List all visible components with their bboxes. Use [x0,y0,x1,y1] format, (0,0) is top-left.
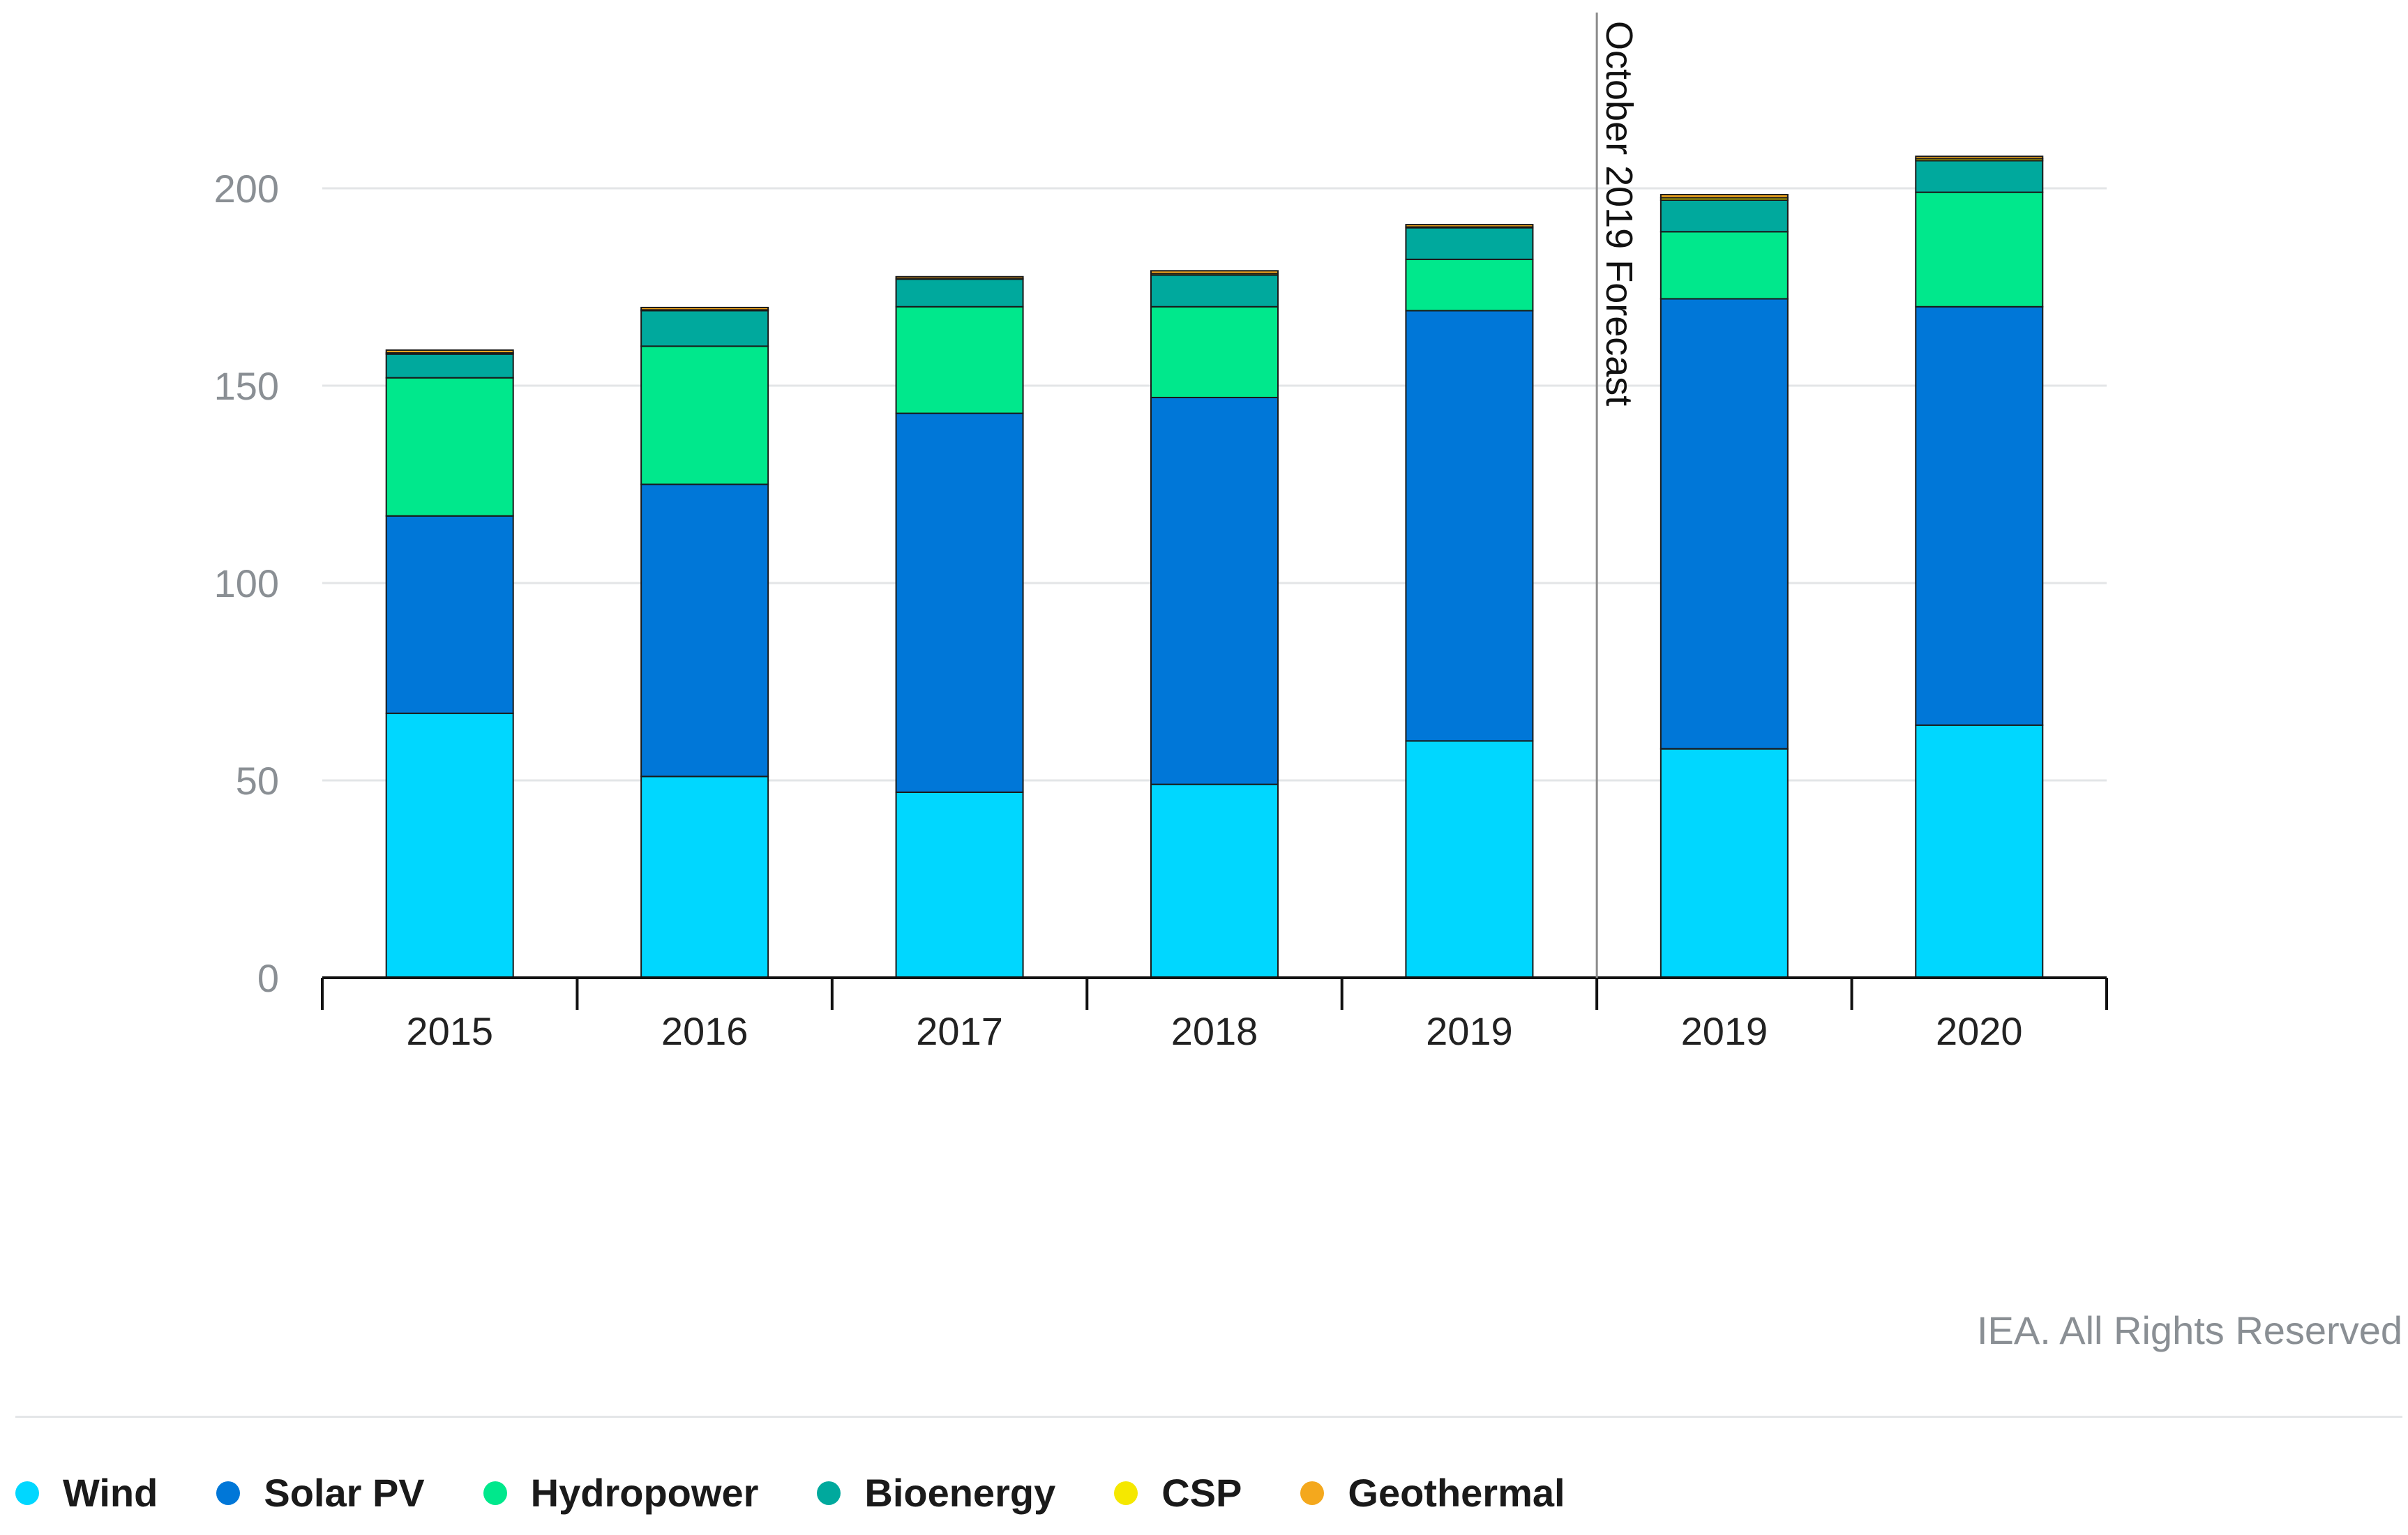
bar-solar-pv [385,515,514,714]
bar-stack-4 [1405,224,1534,979]
legend: Wind Solar PV Hydropower Bioenergy CSP Geothe… [15,1470,1624,1515]
bar-hydropower [1660,231,1789,300]
stacked-bar-chart: 0 50 100 150 200 2015 2016 2017 2018 2019 2019 2020… [214,13,2108,1053]
legend-label: Hydropower [530,1471,759,1515]
legend-item-bioenergy[interactable]: Bioenergy [817,1470,1055,1515]
bar-hydropower [640,345,769,485]
bar-geothermal [1150,270,1279,275]
legend-label: Geothermal [1348,1471,1565,1515]
bar-geothermal [895,275,1024,280]
bar-geothermal [1915,156,2044,160]
bar-bioenergy [640,310,769,347]
y-tick-label: 100 [214,561,279,605]
bar-stack-0 [385,349,514,979]
legend-label: Wind [63,1471,158,1515]
bar-wind [1150,783,1279,979]
bar-stack-1 [640,306,769,978]
bar-geothermal [640,306,769,311]
bar-wind [895,791,1024,978]
bar-hydropower [1915,191,2044,308]
bar-hydropower [385,377,514,517]
y-tick-label: 0 [257,956,279,1000]
legend-item-hydropower[interactable]: Hydropower [483,1470,759,1515]
legend-label: CSP [1161,1471,1242,1515]
legend-swatch [817,1481,841,1505]
bar-geothermal [1660,194,1789,199]
x-tick-label: 2019 [1681,1009,1768,1053]
legend-swatch [1114,1481,1138,1505]
forecast-annotation: October 2019 Forecast [1598,21,1640,406]
x-tick-label: 2019 [1426,1009,1513,1053]
y-tick-label: 200 [214,167,279,211]
bar-bioenergy [1405,227,1534,260]
legend-swatch [216,1481,241,1505]
bar-hydropower [1405,258,1534,312]
bar-solar-pv [640,483,769,778]
bar-bioenergy [1660,199,1789,233]
x-tick-label: 2018 [1171,1009,1258,1053]
footer-divider [15,1416,2402,1418]
bar-bioenergy [385,353,514,379]
bar-wind [640,776,769,978]
legend-label: Bioenergy [864,1471,1056,1515]
bar-bioenergy [1915,160,2044,193]
bar-stack-2 [895,275,1024,978]
bar-wind [1915,724,2044,978]
legend-swatch [1300,1481,1325,1505]
legend-label: Solar PV [264,1471,425,1515]
y-tick-label: 150 [214,364,279,408]
bar-hydropower [895,305,1024,414]
x-tick-label: 2020 [1936,1009,2023,1053]
credit-text: IEA. All Rights Reserved [1976,1308,2402,1352]
legend-item-geothermal[interactable]: Geothermal [1300,1470,1565,1515]
bar-geothermal [1405,224,1534,228]
bar-stack-6 [1915,156,2044,978]
axes: 0 50 100 150 200 2015 2016 2017 2018 2019 2019 2020 [214,167,2108,1053]
bar-stack-5 [1660,194,1789,978]
x-tick-label: 2017 [916,1009,1003,1053]
bar-solar-pv [1405,310,1534,742]
bar-solar-pv [1915,305,2044,726]
legend-swatch [483,1481,507,1505]
bars [385,156,2044,979]
bar-hydropower [1150,305,1279,398]
legend-item-csp[interactable]: CSP [1114,1470,1242,1515]
legend-item-wind[interactable]: Wind [15,1470,158,1515]
bar-stack-3 [1150,270,1279,979]
bar-wind [1405,740,1534,979]
x-tick-label: 2015 [406,1009,493,1053]
bar-bioenergy [1150,274,1279,308]
bar-wind [1660,748,1789,978]
bar-wind [385,712,514,979]
bar-solar-pv [1660,298,1789,750]
legend-swatch [15,1481,39,1505]
bar-geothermal [385,349,514,354]
bar-solar-pv [1150,396,1279,785]
y-tick-label: 50 [236,759,279,803]
x-tick-label: 2016 [661,1009,748,1053]
bar-bioenergy [895,278,1024,308]
bar-solar-pv [895,412,1024,793]
legend-item-solar-pv[interactable]: Solar PV [216,1470,425,1515]
